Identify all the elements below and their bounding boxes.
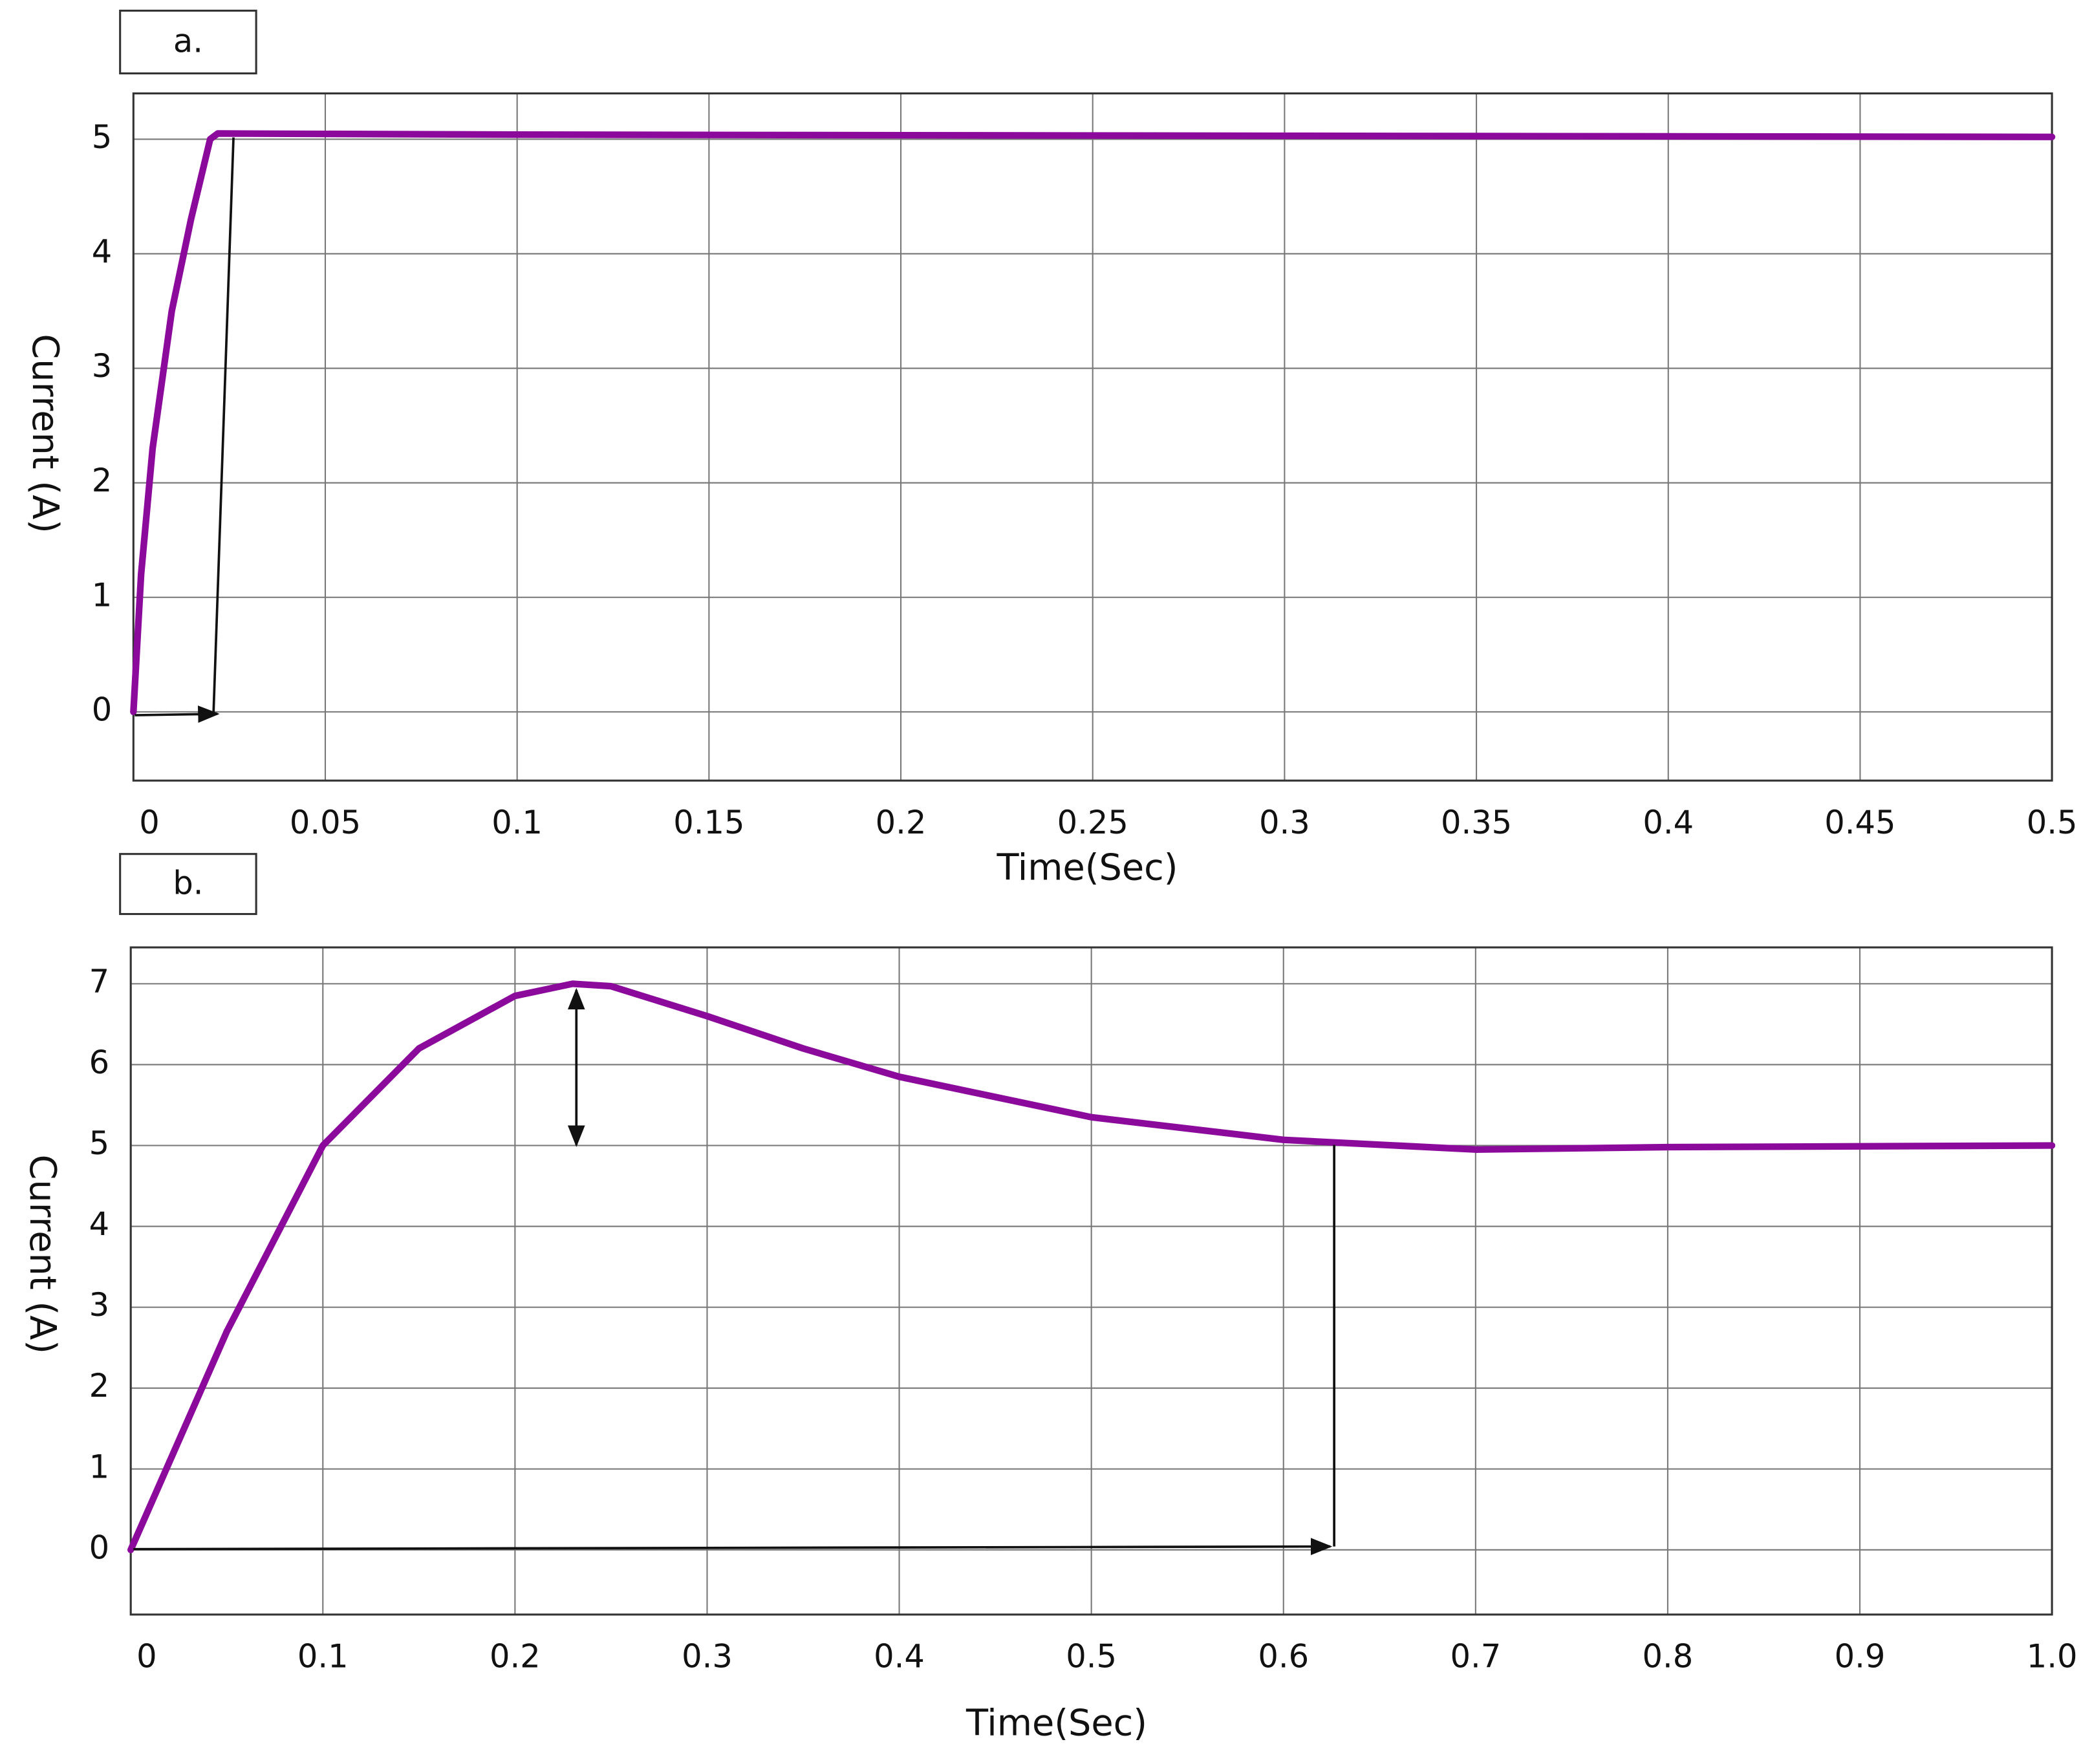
y-tick-label: 4 <box>92 233 113 270</box>
data-line <box>130 130 2056 716</box>
y-tick-label: 0 <box>89 1529 110 1566</box>
x-tick-label: 0.5 <box>2027 804 2078 841</box>
arrow-line <box>212 137 235 715</box>
arrow <box>135 705 220 723</box>
x-tick-label: 0.3 <box>1259 804 1310 841</box>
panel-label: b. <box>173 865 203 902</box>
y-tick-label: 1 <box>89 1448 110 1485</box>
chart: a. 0 0.05 0.1 0.15 0.2 0.25 0.3 0.35 0.4 0.45 0.5 0 1… <box>24 9 2078 889</box>
chart: b. 0 0.1 0.2 0.3 0.4 0.5 0.6 0.7 0.8 0.9 1.0 0 1 2 3 4 5 6… <box>21 853 2078 1744</box>
panel-label-box <box>119 853 257 916</box>
panel-label: a. <box>173 23 203 60</box>
y-tick-label: 3 <box>92 347 113 385</box>
y-axis-label: Current (A) <box>24 334 66 533</box>
data-line <box>127 980 2056 1554</box>
y-tick-label: 0 <box>92 691 113 728</box>
y-tick-label: 6 <box>89 1044 110 1081</box>
y-tick-label: 5 <box>89 1124 110 1162</box>
x-tick-label: 0.35 <box>1441 804 1512 841</box>
x-tick-label: 1.0 <box>2027 1637 2078 1675</box>
x-tick-label: 0.4 <box>874 1637 925 1675</box>
panel-label-box <box>119 9 257 75</box>
x-tick-label: 0 <box>139 804 160 841</box>
plot-frame <box>129 946 2053 1616</box>
y-tick-label: 5 <box>92 118 113 156</box>
x-tick-label: 0.6 <box>1258 1637 1309 1675</box>
x-tick-label: 0.2 <box>876 804 927 841</box>
x-tick-label: 0.2 <box>490 1637 541 1675</box>
y-tick-label: 4 <box>89 1205 110 1243</box>
y-tick-label: 7 <box>89 963 110 1000</box>
x-tick-label: 0.4 <box>1643 804 1694 841</box>
x-tick-label: 0.45 <box>1824 804 1895 841</box>
y-tick-label: 3 <box>89 1286 110 1324</box>
x-axis-label: Time(Sec) <box>996 847 1178 889</box>
x-tick-label: 0.7 <box>1450 1637 1501 1675</box>
y-tick-label: 2 <box>89 1367 110 1404</box>
charts: a.0 0.05 0.1 0.15 0.2 0.25 0.3 0.35 0.4 0.45 0.501… <box>21 9 2078 1744</box>
x-tick-label: 0.8 <box>1643 1637 1694 1675</box>
x-tick-label: 0.1 <box>297 1637 349 1675</box>
y-tick-label: 2 <box>92 462 113 499</box>
x-tick-label: 0.25 <box>1057 804 1128 841</box>
plot-frame <box>132 92 2053 782</box>
x-tick-label: 0.1 <box>491 804 543 841</box>
x-axis-label: Time(Sec) <box>965 1702 1147 1744</box>
x-tick-label: 0.3 <box>682 1637 733 1675</box>
y-tick-label: 1 <box>92 576 113 614</box>
arrow <box>133 1538 1333 1556</box>
y-axis-label: Current (A) <box>21 1154 63 1354</box>
x-tick-label: 0 <box>136 1637 157 1675</box>
x-tick-label: 0.05 <box>290 804 361 841</box>
x-tick-label: 0.5 <box>1066 1637 1117 1675</box>
x-tick-label: 0.15 <box>673 804 744 841</box>
x-tick-label: 0.9 <box>1835 1637 1886 1675</box>
annotations <box>133 137 1335 1556</box>
